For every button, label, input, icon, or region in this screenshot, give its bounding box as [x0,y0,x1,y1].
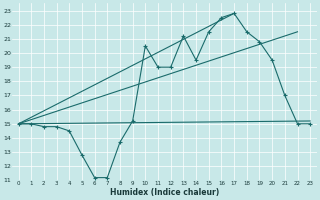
X-axis label: Humidex (Indice chaleur): Humidex (Indice chaleur) [110,188,219,197]
